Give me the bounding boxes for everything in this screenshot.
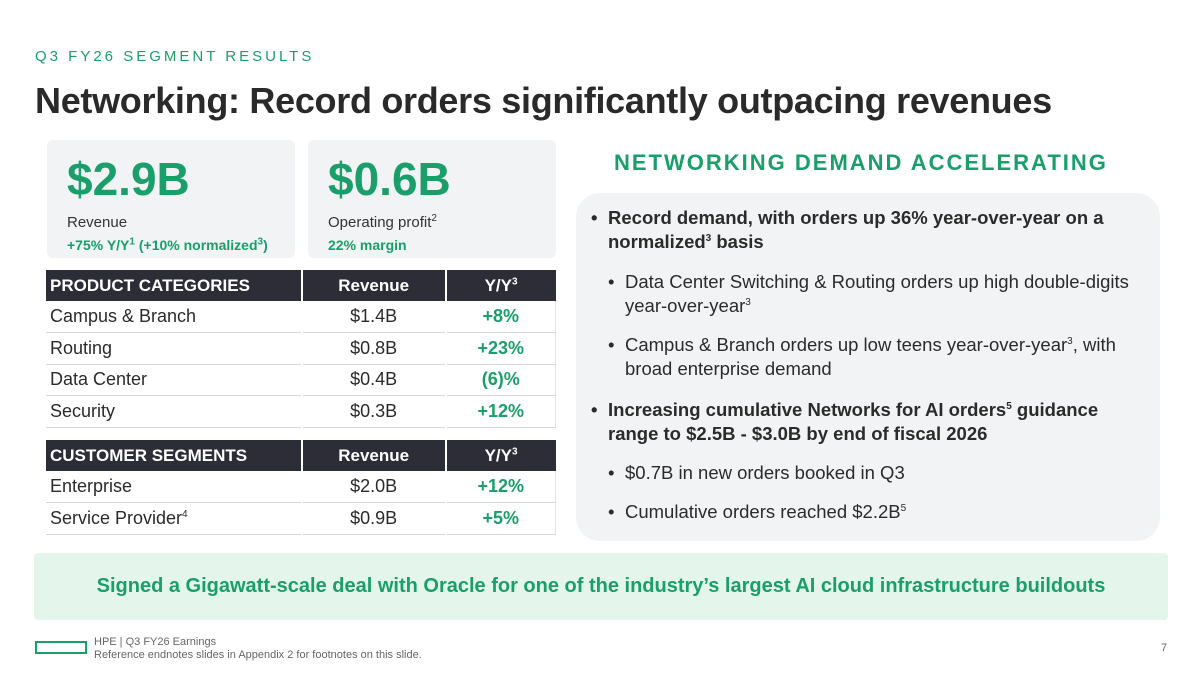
customer-segments-table: CUSTOMER SEGMENTS Revenue Y/Y3 Enterpris…: [46, 440, 556, 535]
kpi-profit-value: $0.6B: [328, 153, 451, 205]
category-revenue: $1.4B: [300, 301, 447, 333]
table-header-row: CUSTOMER SEGMENTS Revenue Y/Y3: [46, 440, 556, 471]
column-header: CUSTOMER SEGMENTS: [46, 440, 302, 471]
table-row: Enterprise $2.0B +12%: [46, 471, 556, 503]
table-row: Data Center $0.4B (6)%: [46, 364, 556, 396]
kpi-profit-margin: 22% margin: [328, 237, 407, 253]
category-yoy: +23%: [444, 332, 556, 365]
product-categories-table: PRODUCT CATEGORIES Revenue Y/Y3 Campus &…: [46, 270, 556, 428]
kpi-profit-label: Operating profit2: [328, 213, 437, 232]
segment-revenue: $2.0B: [300, 471, 447, 503]
segment-yoy: +5%: [444, 502, 556, 535]
column-header: PRODUCT CATEGORIES: [46, 270, 302, 301]
category-yoy: +12%: [444, 395, 556, 428]
segment-yoy: +12%: [444, 471, 556, 503]
demand-subbullet-cumulative: • Cumulative orders reached $2.2B5: [608, 501, 907, 522]
bullet-dot: •: [591, 207, 598, 228]
column-header: Y/Y3: [444, 270, 556, 301]
footer-note: Reference endnotes slides in Appendix 2 …: [94, 649, 422, 661]
highlight-banner: Signed a Gigawatt-scale deal with Oracle…: [34, 553, 1168, 620]
footer: HPE | Q3 FY26 Earnings Reference endnote…: [94, 636, 422, 662]
category-name: Routing: [46, 332, 303, 365]
category-yoy: +8%: [444, 301, 556, 333]
demand-subbullet-new-orders: • $0.7B in new orders booked in Q3: [608, 462, 905, 483]
demand-panel: [576, 193, 1160, 541]
bullet-dot: •: [608, 334, 615, 355]
demand-bullet-record-demand: • Record demand, with orders up 36% year…: [591, 207, 1104, 252]
kpi-revenue-label: Revenue: [67, 214, 128, 231]
demand-subbullet-datacenter: • Data Center Switching & Routing orders…: [608, 271, 1129, 316]
kpi-revenue-card: $2.9B Revenue +75% Y/Y1 (+10% normalized…: [47, 140, 295, 258]
column-header: Y/Y3: [444, 440, 556, 471]
category-name: Security: [46, 395, 303, 428]
category-revenue: $0.4B: [300, 364, 447, 396]
table-header-row: PRODUCT CATEGORIES Revenue Y/Y3: [46, 270, 556, 301]
segment-name: Service Provider4: [46, 502, 303, 535]
footer-source: HPE | Q3 FY26 Earnings: [94, 636, 217, 648]
category-name: Data Center: [46, 364, 303, 396]
kpi-revenue-growth: +75% Y/Y1 (+10% normalized3): [67, 236, 268, 253]
category-revenue: $0.8B: [300, 332, 447, 365]
page-number: 7: [1161, 642, 1168, 654]
bullet-dot: •: [608, 501, 615, 522]
bullet-dot: •: [608, 462, 615, 483]
column-header: Revenue: [300, 440, 446, 471]
segment-name: Enterprise: [46, 471, 303, 503]
table-row: Service Provider4 $0.9B +5%: [46, 502, 556, 535]
category-yoy: (6)%: [444, 364, 556, 396]
column-header: Revenue: [300, 270, 446, 301]
table-row: Routing $0.8B +23%: [46, 332, 556, 365]
bullet-dot: •: [608, 271, 615, 292]
demand-subbullet-campus: • Campus & Branch orders up low teens ye…: [608, 334, 1116, 379]
eyebrow: Q3 FY26 SEGMENT RESULTS: [35, 48, 315, 65]
demand-section-title: NETWORKING DEMAND ACCELERATING: [614, 150, 1108, 175]
demand-bullet-ai-orders: • Increasing cumulative Networks for AI …: [591, 399, 1099, 444]
table-row: Security $0.3B +12%: [46, 395, 556, 428]
category-name: Campus & Branch: [46, 301, 303, 333]
kpi-revenue-value: $2.9B: [67, 153, 190, 205]
page-title: Networking: Record orders significantly …: [35, 80, 1052, 121]
table-row: Campus & Branch $1.4B +8%: [46, 301, 556, 333]
segment-revenue: $0.9B: [300, 502, 447, 535]
hpe-logo-icon: [35, 641, 87, 654]
kpi-operating-profit-card: $0.6B Operating profit2 22% margin: [308, 140, 556, 258]
bullet-dot: •: [591, 399, 598, 420]
category-revenue: $0.3B: [300, 395, 447, 428]
